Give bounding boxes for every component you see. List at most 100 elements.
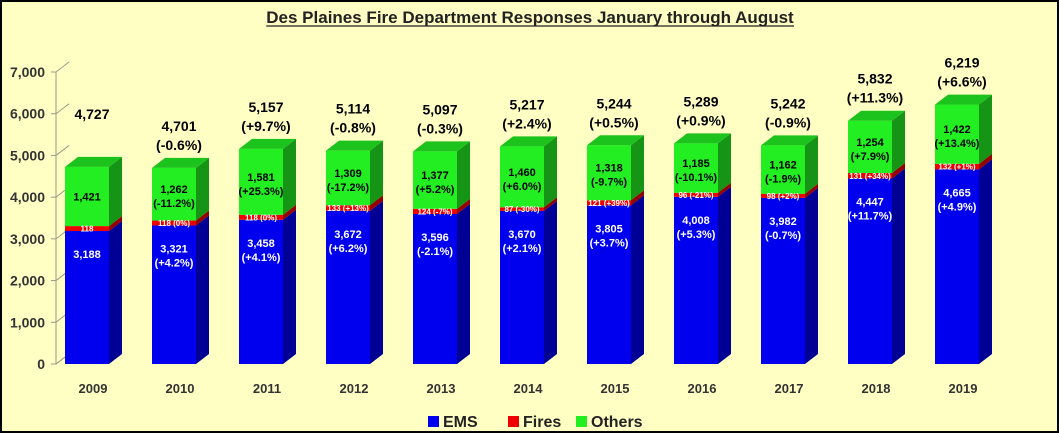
- ems-bar-segment: [848, 178, 892, 364]
- fires-bar-segment: [848, 173, 892, 179]
- y-tick-label: 2,000: [10, 273, 45, 289]
- others-bar-side: [457, 141, 470, 209]
- ems-value-label: 3,596: [421, 232, 449, 244]
- y-tick-depth: [55, 145, 70, 156]
- y-axis: 0 1,000 2,000 3,000 4,000 5,000 6,000 7,000: [10, 61, 70, 372]
- others-bar-side: [979, 94, 992, 164]
- total-change-label: (-0.3%): [417, 120, 463, 136]
- fires-bar-segment: [239, 214, 283, 220]
- fires-value-label: 121 (+39%): [588, 199, 630, 208]
- x-tick-label: 2013: [427, 381, 456, 396]
- fires-bar-segment: [413, 208, 457, 214]
- others-bar-side: [718, 133, 731, 193]
- others-bar-segment: [413, 151, 457, 209]
- fires-value-label: 98 (+2%): [767, 192, 800, 201]
- ems-change-label: (+4.2%): [155, 257, 194, 269]
- fires-value-label: 87 (-30%): [504, 205, 539, 214]
- y-tick-label: 3,000: [10, 231, 45, 247]
- total-change-label: (+2.4%): [502, 115, 551, 131]
- fires-bar-side: [283, 204, 296, 220]
- x-tick-label: 2016: [688, 381, 717, 396]
- fires-bar-segment: [326, 205, 370, 211]
- others-value-label: 1,185: [682, 158, 710, 170]
- fires-bar-segment: [761, 193, 805, 198]
- fires-bar-side: [370, 195, 383, 211]
- ems-value-label: 4,447: [856, 196, 884, 208]
- chart-title-group: Des Plaines Fire Department Responses Ja…: [266, 8, 795, 27]
- fires-legend-swatch: [508, 416, 519, 427]
- others-value-label: 1,318: [595, 163, 623, 175]
- fires-legend-label: Fires: [523, 414, 561, 431]
- fires-bar-side: [979, 153, 992, 170]
- ems-value-label: 3,672: [334, 229, 362, 241]
- ems-bar-segment: [935, 169, 979, 364]
- ems-bar-segment: [326, 210, 370, 364]
- x-tick-label: 2010: [166, 381, 195, 396]
- bar-top-face: [239, 138, 296, 149]
- ems-bar-segment: [674, 196, 718, 364]
- fires-bar-segment: [935, 163, 979, 170]
- others-bar-segment: [65, 166, 109, 227]
- bars: 3,188 118 1,421 4,727 3,321 (+4.2%) 118 (0%) 1,…: [65, 55, 992, 364]
- others-bar-segment: [761, 145, 805, 194]
- bar-top-face: [761, 135, 818, 146]
- others-bar-segment: [152, 167, 196, 221]
- fires-value-label: 132 (+1%): [938, 163, 975, 172]
- total-value-label: 5,832: [857, 71, 892, 87]
- others-bar-segment: [239, 148, 283, 215]
- bar-group-2019: 4,665 (+4.9%) 132 (+1%) 1,422 (+13.4%) (+6.6%…: [935, 55, 992, 364]
- chart-title: Des Plaines Fire Department Responses Ja…: [266, 8, 794, 27]
- y-tick-label: 1,000: [10, 314, 45, 330]
- total-value-label: 5,114: [336, 101, 370, 117]
- fires-value-label: 96 (-21%): [678, 191, 713, 200]
- ems-bar-segment: [65, 231, 109, 364]
- x-tick-label: 2011: [253, 381, 281, 396]
- others-value-label: 1,422: [943, 124, 971, 136]
- fires-value-label: 118 (0%): [245, 213, 277, 222]
- fires-bar-side: [631, 190, 644, 206]
- fires-bar-segment: [65, 226, 109, 232]
- bar-top-face: [413, 141, 470, 152]
- ems-bar-side: [892, 168, 905, 364]
- total-change-label: (+0.9%): [676, 112, 725, 128]
- others-value-label: 1,162: [769, 160, 797, 172]
- total-change-label: (-0.6%): [156, 137, 202, 153]
- total-value-label: 4,701: [161, 118, 196, 134]
- fires-value-label: 118 (0%): [158, 219, 190, 228]
- others-value-label: 1,377: [421, 170, 449, 182]
- ems-value-label: 3,321: [160, 243, 188, 255]
- total-change-label: (+0.5%): [589, 114, 638, 130]
- others-bar-side: [631, 135, 644, 201]
- fires-bar-side: [109, 216, 122, 232]
- total-value-label: 5,097: [422, 101, 457, 117]
- others-bar-segment: [500, 146, 544, 208]
- ems-bar-segment: [500, 210, 544, 364]
- total-change-label: (+11.3%): [847, 90, 903, 106]
- bar-group-2010: 3,321 (+4.2%) 118 (0%) 1,262 (-11.2%) (-0.6%)…: [152, 118, 209, 364]
- total-change-label: (-0.8%): [330, 120, 376, 136]
- others-legend-label: Others: [591, 414, 643, 431]
- others-bar-side: [196, 157, 209, 221]
- others-change-label: (+5.2%): [416, 184, 455, 196]
- legend: EMS Fires Others: [428, 414, 643, 431]
- ems-value-label: 4,008: [682, 215, 710, 227]
- ems-bar-segment: [761, 197, 805, 364]
- others-value-label: 1,254: [856, 137, 884, 149]
- ems-bar-segment: [239, 219, 283, 364]
- ems-bar-side: [544, 200, 557, 364]
- others-value-label: 1,460: [508, 167, 536, 179]
- total-value-label: 5,244: [596, 95, 631, 111]
- ems-change-label: (+5.3%): [677, 229, 716, 241]
- ems-bar-segment: [587, 205, 631, 364]
- fires-bar-side: [805, 183, 818, 198]
- total-value-label: 4,727: [74, 106, 109, 122]
- fires-value-label: 133 (+13%): [327, 204, 369, 213]
- x-tick-label: 2015: [601, 381, 630, 396]
- ems-value-label: 3,670: [508, 229, 536, 241]
- ems-bar-side: [196, 215, 209, 364]
- total-value-label: 5,242: [770, 95, 805, 111]
- fires-bar-side: [544, 197, 557, 211]
- ems-change-label: (+4.9%): [938, 201, 977, 213]
- ems-change-label: (+6.2%): [329, 243, 368, 255]
- others-bar-side: [370, 140, 383, 206]
